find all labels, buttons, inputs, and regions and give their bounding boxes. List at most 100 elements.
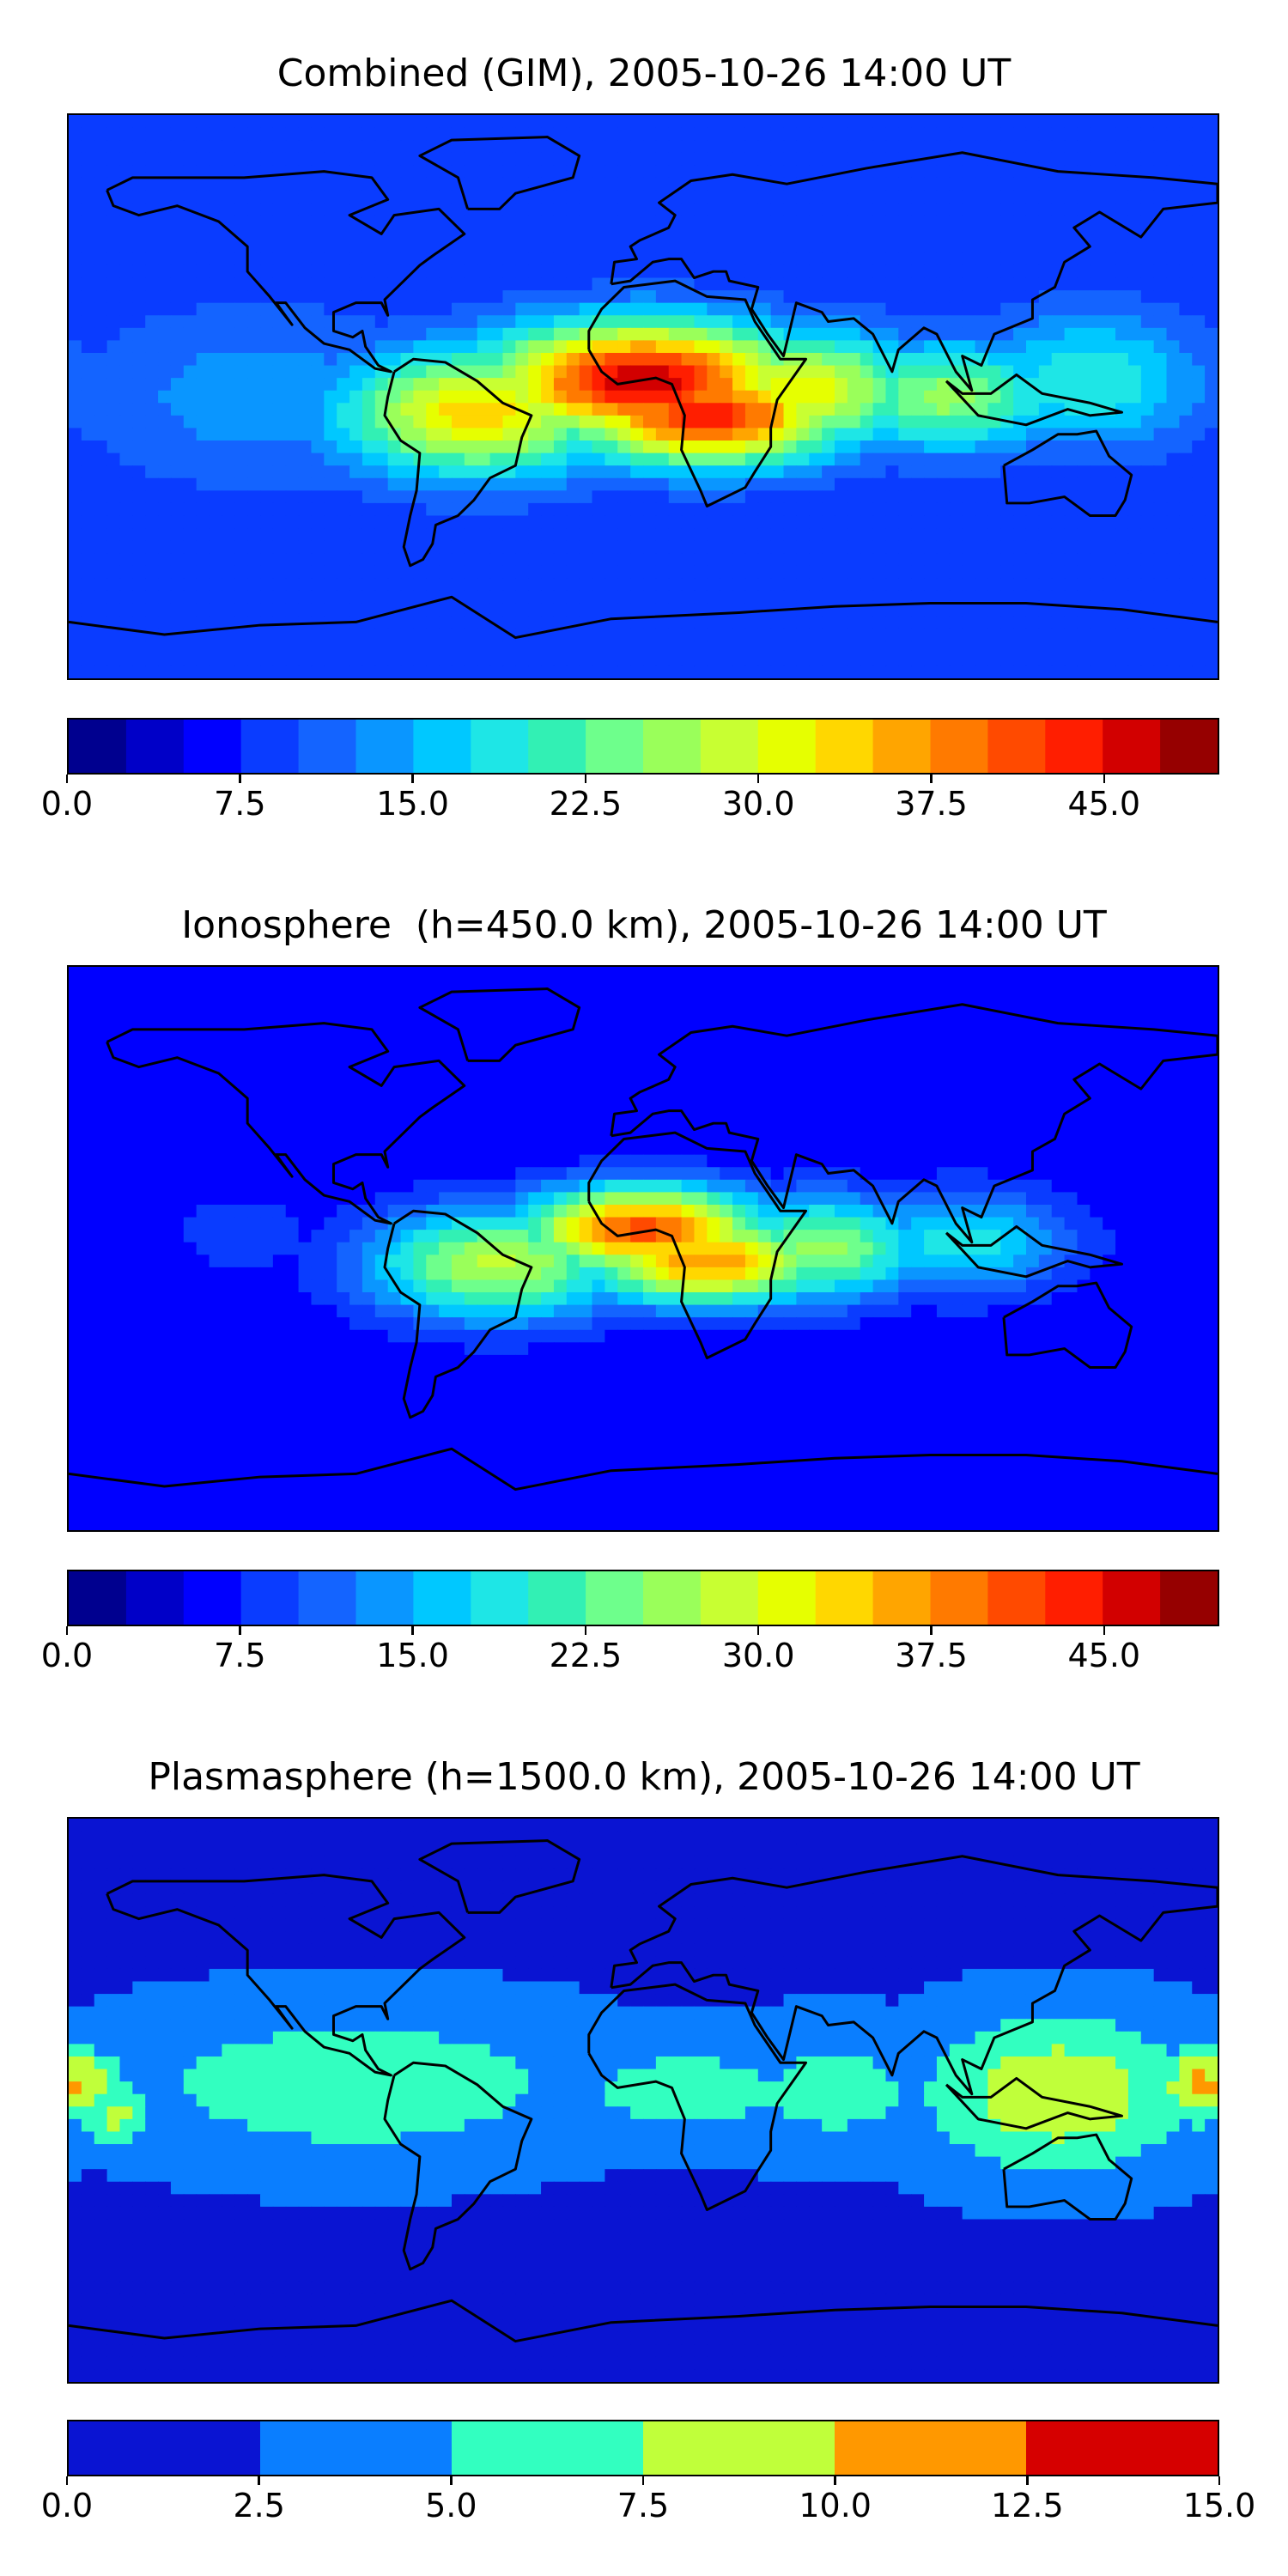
field-cell xyxy=(770,967,785,981)
field-cell xyxy=(515,603,529,617)
field-cell xyxy=(1115,628,1129,641)
field-cell xyxy=(349,390,363,404)
field-cell xyxy=(579,477,593,491)
field-cell xyxy=(234,378,248,392)
field-cell xyxy=(1103,190,1116,204)
field-cell xyxy=(566,390,580,404)
colorbar-segment xyxy=(643,720,702,773)
field-cell xyxy=(285,340,300,354)
field-cell xyxy=(553,264,568,279)
field-cell xyxy=(69,992,82,1005)
field-cell xyxy=(94,590,108,605)
field-cell xyxy=(1013,1042,1027,1055)
field-cell xyxy=(361,1042,376,1055)
field-cell xyxy=(885,992,899,1005)
field-cell xyxy=(732,490,746,504)
field-cell xyxy=(566,1054,580,1068)
field-cell xyxy=(987,565,1001,579)
field-cell xyxy=(898,465,912,479)
field-cell xyxy=(400,127,414,141)
field-cell xyxy=(183,315,197,329)
field-cell xyxy=(489,1004,504,1018)
field-cell xyxy=(298,264,313,279)
field-cell xyxy=(860,152,874,166)
field-cell xyxy=(860,590,874,605)
field-cell xyxy=(694,1042,708,1055)
field-cell xyxy=(872,177,887,191)
field-cell xyxy=(387,653,402,667)
field-cell xyxy=(1064,590,1078,605)
field-cell xyxy=(222,327,235,341)
field-cell xyxy=(1103,277,1116,291)
field-cell xyxy=(209,177,222,191)
field-cell xyxy=(732,190,746,204)
field-cell xyxy=(451,415,465,429)
field-cell xyxy=(796,490,810,504)
field-cell xyxy=(489,540,504,554)
field-cell xyxy=(681,1042,696,1055)
field-cell xyxy=(170,240,185,253)
field-cell xyxy=(553,352,568,367)
field-cell xyxy=(183,215,197,228)
field-cell xyxy=(477,665,491,678)
field-cell xyxy=(541,653,555,667)
field-cell xyxy=(528,1004,542,1018)
field-cell xyxy=(924,252,938,266)
field-cell xyxy=(311,653,325,667)
field-cell xyxy=(464,628,478,641)
field-cell xyxy=(617,477,631,491)
field-cell xyxy=(69,641,82,654)
field-cell xyxy=(183,665,197,678)
field-cell xyxy=(796,127,810,141)
field-cell xyxy=(1064,1042,1078,1055)
field-cell xyxy=(1140,979,1155,993)
field-cell xyxy=(744,528,759,542)
field-cell xyxy=(285,465,300,479)
field-cell xyxy=(1025,1042,1040,1055)
field-cell xyxy=(1166,603,1181,617)
field-cell xyxy=(311,327,325,341)
field-cell xyxy=(720,628,733,641)
field-cell xyxy=(247,1066,261,1080)
field-cell xyxy=(1140,453,1155,466)
field-cell xyxy=(119,140,133,154)
field-cell xyxy=(898,1079,912,1093)
coastline-africa xyxy=(587,279,808,508)
field-cell xyxy=(605,565,618,579)
field-cell xyxy=(1038,177,1053,191)
field-cell xyxy=(783,502,797,517)
field-cell xyxy=(605,340,618,354)
field-cell xyxy=(1025,653,1040,667)
field-cell xyxy=(617,1017,631,1030)
field-cell xyxy=(809,565,823,579)
field-cell xyxy=(1153,1029,1168,1043)
field-cell xyxy=(260,565,274,579)
field-cell xyxy=(196,302,210,316)
field-cell xyxy=(426,302,440,316)
field-cell xyxy=(707,165,720,179)
field-cell xyxy=(361,252,376,266)
field-cell xyxy=(1153,967,1168,981)
field-cell xyxy=(324,1042,337,1055)
field-cell xyxy=(668,553,683,567)
field-cell xyxy=(1051,1029,1066,1043)
field-cell xyxy=(553,1017,568,1030)
field-cell xyxy=(1192,1042,1206,1055)
field-cell xyxy=(209,340,222,354)
field-cell xyxy=(69,428,82,441)
field-cell xyxy=(744,979,759,993)
field-cell xyxy=(949,515,963,529)
field-cell xyxy=(349,228,363,241)
field-cell xyxy=(911,115,925,129)
field-cell xyxy=(681,665,696,678)
field-cell xyxy=(464,528,478,542)
field-cell xyxy=(885,215,899,228)
field-cell xyxy=(489,165,504,179)
field-cell xyxy=(911,165,925,179)
field-cell xyxy=(387,992,402,1005)
field-cell xyxy=(592,177,606,191)
field-cell xyxy=(592,992,606,1005)
field-cell xyxy=(605,528,618,542)
field-cell xyxy=(247,378,261,392)
field-cell xyxy=(477,502,491,517)
